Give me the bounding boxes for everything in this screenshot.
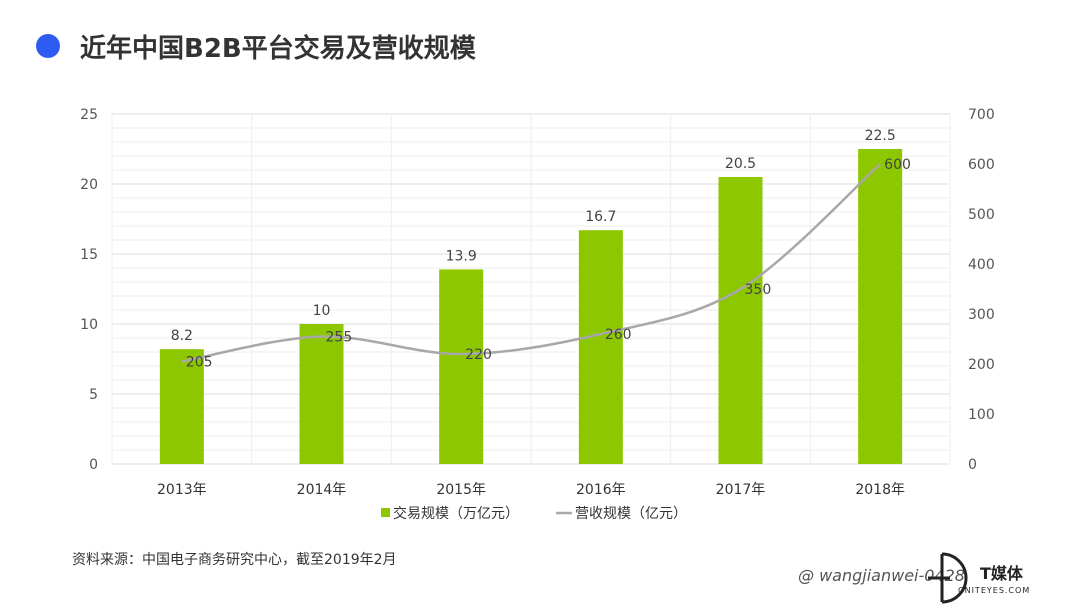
right-axis-tick-label: 100 (968, 407, 995, 423)
legend-label-bar: 交易规模（万亿元） (393, 505, 519, 522)
author-watermark: @ wangjianwei-0428 (798, 566, 965, 585)
left-axis-tick-label: 25 (80, 107, 98, 123)
bar-value-label: 20.5 (725, 156, 756, 172)
bar (858, 149, 903, 464)
line-value-label: 260 (605, 327, 632, 343)
legend-label-line: 营收规模（亿元） (575, 506, 687, 522)
left-axis-tick-label: 15 (80, 247, 98, 263)
logo-text: T媒体 (980, 564, 1023, 583)
bar (718, 177, 763, 464)
bar-value-label: 22.5 (865, 128, 896, 144)
x-axis-tick-label: 2016年 (576, 482, 626, 498)
x-axis-tick-label: 2014年 (297, 482, 347, 498)
line-series (181, 163, 882, 363)
bar-value-label: 16.7 (585, 209, 616, 225)
right-axis-tick-label: 200 (968, 357, 995, 373)
bar-value-label: 8.2 (171, 328, 193, 344)
left-axis-tick-label: 5 (89, 387, 98, 403)
source-note: 资料来源：中国电子商务研究中心，截至2019年2月 (72, 552, 397, 568)
logo-subtext: CNITEYES.COM (958, 586, 1031, 595)
x-axis-tick-label: 2017年 (716, 482, 766, 498)
line-value-label: 600 (884, 157, 911, 173)
right-axis-tick-label: 400 (968, 257, 995, 273)
legend-swatch-bar (381, 508, 390, 517)
bar (439, 269, 484, 464)
bar-series (159, 149, 903, 464)
line-value-label: 220 (465, 347, 492, 363)
left-axis-tick-label: 0 (89, 457, 98, 473)
line-value-label: 350 (745, 282, 772, 298)
revenue-line (181, 163, 882, 363)
page-title: 近年中国B2B平台交易及营收规模 (80, 34, 476, 64)
logo-mark-icon (928, 552, 968, 604)
chart-grid (111, 113, 951, 465)
x-axis-tick-label: 2013年 (157, 482, 207, 498)
chart-axes: 0 5 10 15 20 25 0 100 200 300 400 500 600 700 2013年 201… (80, 107, 995, 498)
x-axis-tick-label: 2015年 (436, 482, 486, 498)
chart-legend: 交易规模（万亿元） 营收规模（亿元） (381, 505, 687, 522)
title-bullet-icon (36, 34, 60, 58)
bar (299, 324, 344, 464)
right-axis-tick-label: 600 (968, 157, 995, 173)
left-axis-tick-label: 10 (80, 317, 98, 333)
line-value-label: 205 (186, 355, 213, 371)
bar (578, 230, 623, 464)
line-value-label: 255 (326, 330, 353, 346)
combo-chart: 8.21013.916.720.522.5205255220260350600 … (80, 107, 995, 522)
right-axis-tick-label: 700 (968, 107, 995, 123)
bar (159, 349, 204, 464)
right-axis-tick-label: 500 (968, 207, 995, 223)
left-axis-tick-label: 20 (80, 177, 98, 193)
x-axis-tick-label: 2018年 (855, 482, 905, 498)
bar-value-label: 10 (313, 303, 331, 319)
right-axis-tick-label: 0 (968, 457, 977, 473)
data-labels: 8.2 10 13.9 16.7 20.5 22.5 205 255 220 260 350 600 (171, 128, 911, 371)
bar-value-label: 13.9 (446, 248, 477, 264)
right-axis-tick-label: 300 (968, 307, 995, 323)
